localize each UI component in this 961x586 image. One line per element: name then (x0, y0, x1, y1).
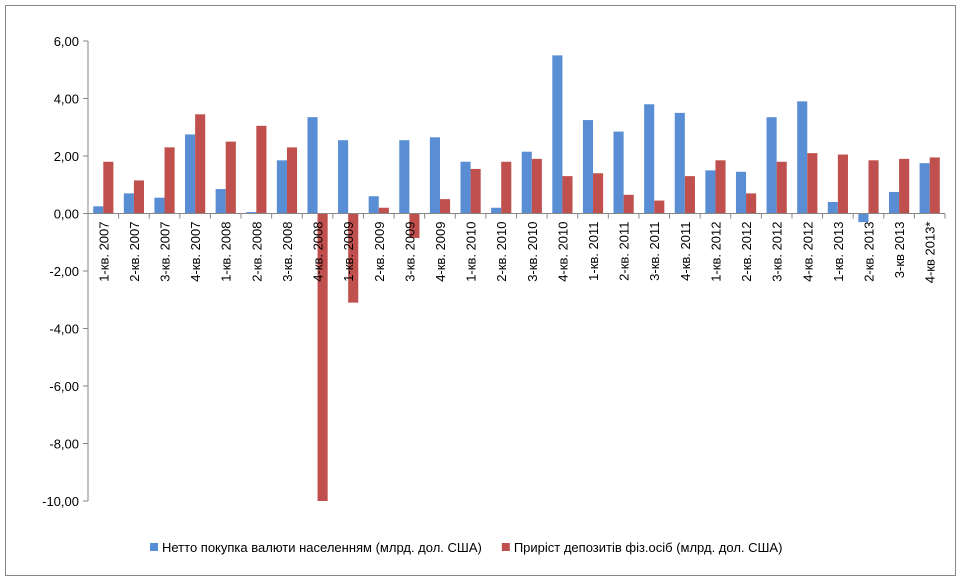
x-tick-label: 1-кв. 2009 (341, 222, 356, 282)
chart-border (5, 5, 956, 576)
bar (317, 213, 328, 501)
bar (348, 213, 359, 303)
bar (644, 104, 655, 214)
x-tick-label: 2-кв. 2007 (127, 222, 142, 282)
x-tick-label: 3-кв. 2011 (647, 222, 662, 281)
x-tick-label: 4-кв. 2012 (800, 222, 815, 282)
x-tick-label: 4-кв. 2011 (678, 222, 693, 281)
bar (276, 160, 287, 214)
bar (807, 153, 818, 214)
x-tick-label: 2-кв. 2008 (249, 222, 264, 282)
bar (593, 173, 604, 214)
bar (123, 193, 134, 214)
bar (409, 213, 420, 238)
legend-swatch (150, 543, 158, 551)
bar (715, 160, 726, 214)
bar (858, 213, 869, 223)
bar (531, 158, 542, 214)
bar (154, 197, 165, 214)
x-tick-label: 2-кв. 2011 (617, 222, 632, 281)
bar (623, 194, 634, 214)
x-tick-label: 4-кв. 2008 (311, 222, 326, 282)
bar (185, 134, 196, 214)
legend-label: Приріст депозитів фіз.осіб (млрд. дол. С… (514, 540, 783, 555)
x-tick-label: 4-кв. 2009 (433, 222, 448, 282)
x-tick-label: 2-кв. 2009 (372, 222, 387, 282)
bar (868, 160, 879, 214)
bar (256, 125, 267, 214)
bar (307, 117, 318, 214)
bar (735, 171, 747, 214)
x-tick-label: 2-кв. 2010 (494, 221, 509, 281)
bar (797, 101, 808, 214)
bar (439, 199, 451, 214)
y-tick-label: 2,00 (54, 149, 79, 164)
x-tick-label: 1-кв. 2012 (708, 222, 723, 282)
x-tick-label: 4-кв 2013* (923, 222, 938, 284)
bar (225, 141, 236, 214)
x-tick-label: 4-кв. 2010 (555, 222, 570, 282)
x-tick-label: 3-кв. 2009 (402, 222, 417, 282)
x-tick-label: 2-кв. 2012 (739, 222, 754, 282)
bar (501, 161, 512, 214)
x-tick-label: 3-кв 2013 (892, 222, 907, 279)
x-tick-label: 1-кв. 2010 (464, 222, 479, 282)
bar (552, 55, 563, 214)
x-tick-label: 1-кв. 2013 (831, 222, 846, 282)
bar (93, 206, 104, 214)
bar (776, 161, 787, 214)
y-tick-label: -6,00 (49, 379, 79, 394)
bar (286, 147, 298, 214)
bar (613, 131, 624, 214)
bar (888, 191, 900, 214)
x-tick-label: 3-кв. 2008 (280, 222, 295, 282)
y-tick-label: -2,00 (49, 264, 79, 279)
bar (654, 200, 665, 214)
y-tick-label: 6,00 (54, 34, 79, 49)
bar (378, 207, 389, 214)
x-tick-label: 1-кв. 2011 (586, 222, 601, 281)
bar (684, 176, 695, 214)
bar (164, 147, 175, 214)
bar (246, 212, 257, 214)
bar (195, 114, 206, 214)
bar (929, 157, 940, 214)
legend-label: Нетто покупка валюти населенням (млрд. д… (162, 540, 482, 555)
bar (766, 117, 777, 214)
bar (919, 163, 930, 214)
x-tick-label: 4-кв. 2007 (188, 222, 203, 282)
bar (215, 189, 226, 214)
x-tick-label: 1-кв. 2007 (96, 222, 111, 282)
y-tick-label: -10,00 (42, 494, 79, 509)
bar (582, 120, 594, 214)
bar (399, 140, 410, 214)
x-tick-label: 3-кв. 2010 (525, 222, 540, 282)
bar (827, 202, 838, 214)
x-tick-label: 1-кв. 2008 (219, 222, 234, 282)
y-tick-label: -4,00 (49, 322, 79, 337)
bar (562, 176, 573, 214)
x-tick-label: 3-кв. 2007 (158, 222, 173, 282)
y-tick-label: 4,00 (54, 92, 79, 107)
y-tick-label: 0,00 (54, 207, 79, 222)
bar (470, 168, 481, 214)
bar (103, 161, 114, 214)
x-tick-label: 2-кв. 2013 (861, 222, 876, 282)
bar (837, 154, 848, 214)
bar (491, 207, 502, 214)
bar (521, 151, 532, 214)
bar (746, 193, 757, 214)
legend-swatch (501, 543, 510, 551)
y-tick-label: -8,00 (49, 437, 79, 452)
bar (368, 196, 379, 214)
bar (429, 137, 440, 214)
x-tick-label: 3-кв. 2012 (770, 222, 785, 282)
bar (133, 180, 145, 214)
bar (460, 161, 471, 214)
bar (705, 170, 716, 214)
bar (338, 140, 349, 214)
bar (674, 112, 685, 214)
bar (899, 158, 910, 214)
